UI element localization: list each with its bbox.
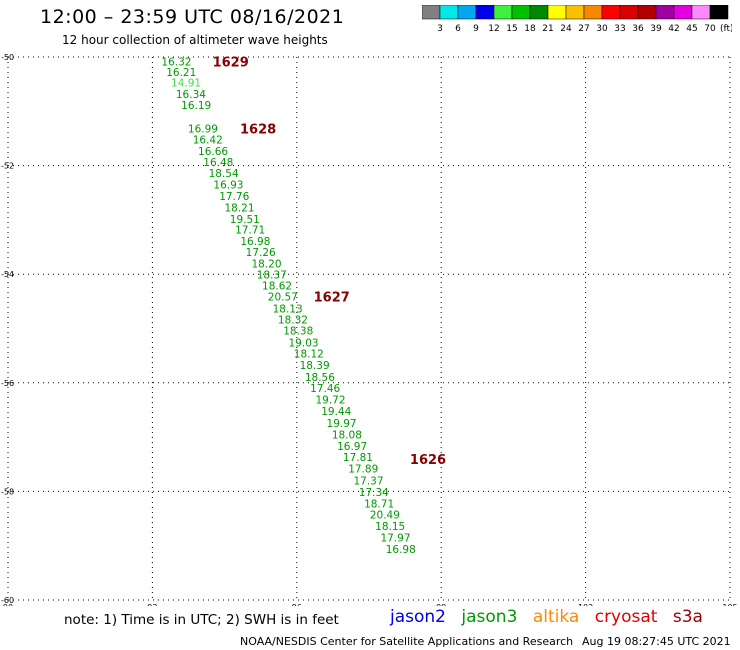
x-tick-label: 102 (578, 603, 593, 606)
swh-data-point: 18.54 (209, 168, 239, 180)
swh-data-point: 17.37 (353, 476, 383, 488)
swh-data-point: 16.99 (188, 124, 218, 136)
legend-s3a: s3a (672, 607, 703, 627)
colorbar-label: 33 (614, 24, 625, 34)
colorbar-label: 45 (686, 24, 697, 34)
swh-data-point: 20.57 (268, 291, 298, 303)
swh-data-point: 18.71 (364, 498, 394, 510)
colorbar-label: 15 (506, 24, 517, 34)
colorbar-swatch (709, 5, 729, 20)
swh-data-point: 19.72 (315, 395, 345, 407)
colorbar-label: 24 (560, 24, 572, 34)
legend-jason2: jason2 (390, 607, 446, 627)
swh-data-point: 19.97 (327, 418, 357, 430)
chart-subtitle: 12 hour collection of altimeter wave hei… (62, 33, 328, 47)
colorbar-label: 30 (596, 24, 608, 34)
time-label: 1628 (240, 123, 276, 138)
y-tick-label: -52 (1, 162, 14, 171)
swh-data-point: 18.12 (294, 348, 324, 360)
swh-data-point: 16.66 (198, 146, 228, 158)
legend-jason3: jason3 (461, 607, 518, 627)
x-tick-label: 90 (3, 603, 13, 606)
y-tick-label: -50 (1, 53, 14, 62)
swh-data-point: 16.98 (240, 236, 270, 248)
y-tick-label: -60 (1, 596, 14, 605)
swh-data-point: 17.71 (235, 225, 265, 237)
colorbar-label: 9 (473, 24, 479, 34)
swh-data-point: 19.51 (230, 214, 260, 226)
x-tick-label: 93 (147, 603, 157, 606)
y-tick-label: -54 (1, 270, 14, 279)
swh-data-point: 18.15 (375, 521, 405, 533)
swh-data-point: 17.81 (343, 452, 373, 464)
y-tick-label: -56 (1, 379, 14, 388)
colorbar-label: 27 (578, 24, 589, 34)
colorbar-label: 18 (524, 24, 536, 34)
swh-data-point: 16.48 (203, 157, 233, 169)
x-tick-label: 96 (292, 603, 302, 606)
x-tick-label: 105 (722, 603, 737, 606)
swh-data-point: 18.39 (300, 360, 330, 372)
colorbar-label: 70 (704, 24, 716, 34)
swh-data-point: 18.37 (257, 270, 287, 282)
footer-credit: NOAA/NESDIS Center for Satellite Applica… (240, 635, 574, 648)
legend-cryosat: cryosat (594, 607, 658, 627)
swh-data-point: 16.19 (181, 100, 211, 112)
swh-data-point: 16.32 (161, 56, 191, 68)
legend-altika: altika (532, 607, 580, 627)
swh-data-point: 16.34 (176, 89, 206, 101)
time-label: 1626 (410, 453, 446, 468)
swh-data-point: 18.62 (262, 281, 292, 293)
x-tick-label: 99 (436, 603, 446, 606)
swh-data-point: 18.08 (332, 429, 362, 441)
swh-data-point: 17.26 (246, 247, 276, 259)
swh-data-point: 17.46 (310, 383, 340, 395)
swh-data-point: 16.93 (213, 180, 243, 192)
swh-data-point: 18.56 (305, 372, 335, 384)
colorbar-label: 42 (668, 24, 679, 34)
altimeter-map-plot: 90939699102105-50-52-54-56-58-6016.3216.… (1, 53, 738, 606)
colorbar-label: 3 (437, 24, 443, 34)
swh-data-point: 19.44 (321, 406, 351, 418)
satellite-legend: jason2 jason3 altika cryosat s3a (390, 607, 713, 627)
swh-data-point: 16.21 (166, 67, 196, 79)
swh-data-point: 17.76 (219, 191, 249, 203)
swh-data-point: 18.38 (283, 326, 313, 338)
swh-data-point: 20.49 (370, 510, 400, 522)
time-label: 1627 (314, 290, 350, 305)
colorbar-label: 21 (542, 24, 553, 34)
y-tick-label: -58 (1, 487, 14, 496)
swh-data-point: 16.97 (337, 441, 367, 453)
swh-data-point: 16.42 (193, 135, 223, 147)
swh-data-point: 18.21 (224, 202, 254, 214)
swh-data-point: 18.20 (251, 258, 281, 270)
colorbar-label: 6 (455, 24, 461, 34)
time-label: 1629 (213, 55, 249, 70)
chart-title: 12:00 – 23:59 UTC 08/16/2021 (40, 6, 345, 28)
colorbar-label: 12 (488, 24, 499, 34)
colorbar-unit: (ft) (720, 24, 732, 34)
colorbar-label: 36 (632, 24, 644, 34)
swh-data-point: 17.34 (359, 487, 389, 499)
footer-timestamp: Aug 19 08:27:45 UTC 2021 (582, 635, 731, 648)
footer-note: note: 1) Time is in UTC; 2) SWH is in fe… (64, 612, 339, 628)
swh-data-point: 19.03 (289, 338, 319, 350)
swh-data-point: 18.13 (273, 303, 303, 315)
swh-data-point: 17.97 (380, 533, 410, 545)
swh-data-point: 18.32 (278, 314, 308, 326)
swh-data-point: 17.89 (348, 464, 378, 476)
swh-data-point: 16.98 (386, 544, 416, 556)
swh-data-point: 14.91 (171, 78, 201, 90)
colorbar-label: 39 (650, 24, 662, 34)
